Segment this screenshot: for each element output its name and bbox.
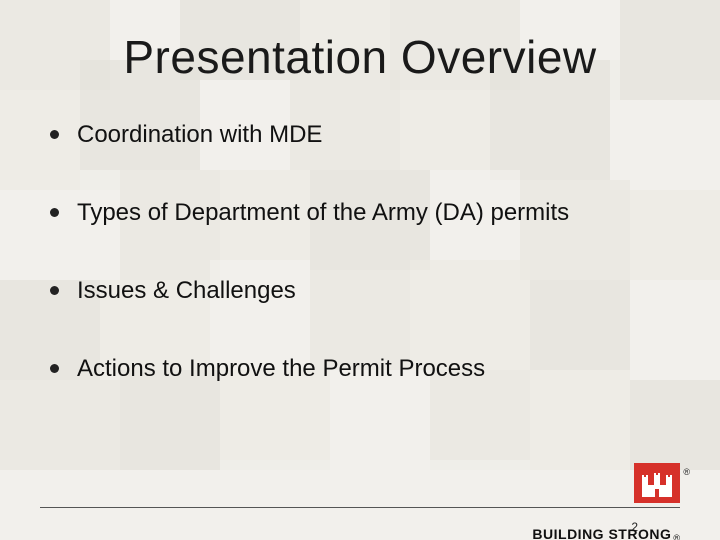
list-item: Issues & Challenges	[50, 276, 680, 306]
bullet-icon	[50, 130, 59, 139]
list-item: Coordination with MDE	[50, 120, 680, 150]
bullet-list: Coordination with MDE Types of Departmen…	[40, 120, 680, 384]
tagline-registered-mark: ®	[673, 533, 680, 540]
bullet-icon	[50, 286, 59, 295]
logo-registered-mark: ®	[683, 467, 690, 477]
bullet-text: Types of Department of the Army (DA) per…	[77, 198, 569, 228]
bullet-text: Actions to Improve the Permit Process	[77, 354, 485, 384]
bullet-text: Issues & Challenges	[77, 276, 296, 306]
slide-footer: ® 2 BUILDING STRONG ®	[40, 507, 680, 510]
footer-rule	[40, 507, 680, 508]
bullet-icon	[50, 208, 59, 217]
list-item: Actions to Improve the Permit Process	[50, 354, 680, 384]
bullet-text: Coordination with MDE	[77, 120, 322, 150]
slide-content: Presentation Overview Coordination with …	[0, 0, 720, 540]
slide-title: Presentation Overview	[40, 30, 680, 84]
usace-logo	[634, 463, 680, 503]
footer-tagline: BUILDING STRONG	[532, 526, 671, 540]
tagline-wrap: BUILDING STRONG ®	[532, 526, 680, 540]
bullet-icon	[50, 364, 59, 373]
list-item: Types of Department of the Army (DA) per…	[50, 198, 680, 228]
